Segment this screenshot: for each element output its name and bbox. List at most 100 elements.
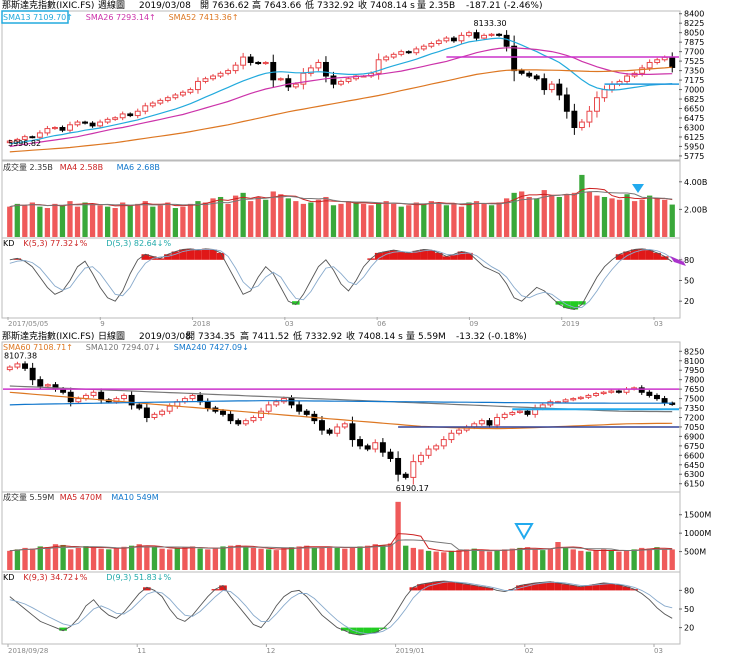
weekly-kd-legend-0: KD — [3, 239, 14, 248]
weekly-volume-bar — [609, 198, 615, 237]
daily-volume-ma-1 — [9, 539, 673, 552]
weekly-kd-overbought — [465, 252, 473, 260]
daily-price-candle — [334, 426, 341, 434]
daily-volume-bar — [235, 544, 241, 570]
weekly-date-5: 09 — [469, 320, 478, 328]
daily-volume-bar — [258, 548, 264, 570]
daily-kd-overbought — [592, 584, 600, 591]
weekly-volume-bar — [180, 206, 186, 237]
daily-kd-overbought — [417, 584, 425, 591]
weekly-sma52-line — [9, 66, 673, 153]
daily-volume-bar — [555, 542, 561, 570]
weekly-volume-bar — [564, 194, 570, 237]
daily-period: 日線圖 — [98, 330, 125, 342]
weekly-kd-oversold — [570, 301, 579, 310]
weekly-kd-overbought — [450, 254, 458, 260]
daily-price-ytick-label-12: 6450 — [684, 461, 704, 470]
daily-high: 7411.52 — [252, 332, 289, 342]
daily-price-candle — [379, 442, 386, 453]
daily-price-ytick-label-14: 6150 — [684, 480, 704, 489]
daily-volume-bar — [387, 543, 394, 570]
daily-volume-bar — [7, 550, 13, 570]
daily-date-0: 2018/09/28 — [8, 647, 48, 655]
weekly-kd-overbought — [156, 258, 165, 260]
daily-sma240-line — [9, 400, 673, 406]
weekly-volume-bar — [202, 202, 209, 237]
weekly-volume-bar — [549, 195, 555, 237]
weekly-kd-oversold — [578, 301, 586, 305]
daily-kd-overbought — [508, 589, 517, 591]
daily-ma-legend-1: SMA120 7294.07↓ — [86, 343, 161, 352]
daily-price-candle — [516, 410, 523, 413]
daily-volume-bar — [509, 548, 515, 570]
weekly-price-candle — [435, 40, 442, 45]
weekly-price-candle — [481, 34, 487, 39]
daily-open-label: 開 — [186, 331, 195, 342]
weekly-price-candle — [563, 94, 570, 112]
weekly-date-2: 2018 — [193, 320, 211, 328]
daily-volume-bar — [540, 550, 546, 570]
daily-price-ytick-label-3: 7800 — [684, 376, 704, 385]
weekly-price-candle — [44, 128, 51, 134]
weekly-price-candle — [89, 122, 96, 127]
weekly-volume-bar — [112, 208, 118, 237]
daily-kd-overbought — [615, 584, 623, 591]
weekly-ma-legend-0: SMA13 7109.70↑ — [3, 13, 73, 22]
daily-vol-legend-2: MA10 549M — [111, 493, 158, 502]
weekly-price-candle — [270, 61, 277, 81]
daily-price-candle — [615, 390, 622, 393]
daily-price-candle — [29, 367, 36, 381]
daily-price-candle — [440, 439, 447, 447]
weekly-kd-overbought — [382, 251, 390, 260]
daily-price-candle — [433, 445, 440, 450]
daily-price-candle — [197, 394, 204, 403]
daily-volume-bar — [136, 544, 142, 570]
daily-volume-bar — [357, 546, 363, 570]
daily-volume-bar — [273, 550, 279, 570]
daily-price-candle — [608, 390, 615, 393]
weekly-volume-bar — [232, 195, 239, 237]
daily-volume-bar — [68, 549, 74, 570]
weekly-kd-arrow-icon — [670, 256, 686, 266]
weekly-price-candle — [518, 70, 525, 74]
weekly-vol-legend-2: MA6 2.68B — [117, 163, 160, 172]
weekly-kd-overbought — [404, 252, 413, 260]
weekly-kd-frame — [1, 237, 681, 319]
daily-volume-bar — [372, 544, 378, 570]
weekly-volume-bar — [473, 201, 480, 237]
weekly-price-candle — [119, 113, 126, 119]
daily-volume-bar — [174, 547, 180, 570]
weekly-kd-d-line — [9, 248, 673, 308]
weekly-price-candle — [51, 126, 58, 130]
daily-kd-overbought — [447, 581, 456, 591]
weekly-volume-bar — [172, 208, 179, 237]
daily-volume-bar — [486, 551, 493, 570]
weekly-kd-overbought — [374, 252, 383, 260]
daily-price-candle — [402, 473, 409, 478]
daily-kd-k-line — [9, 580, 673, 636]
weekly-date-6: 2019 — [562, 320, 580, 328]
weekly-price-ytick-label-12: 6300 — [684, 123, 704, 132]
daily-price-candle — [113, 398, 120, 403]
daily-price-candle — [410, 461, 417, 478]
weekly-vol-legend-1: MA4 2.58B — [60, 163, 103, 172]
daily-price-ytick-label-7: 7200 — [684, 414, 704, 423]
weekly-kd-overbought — [653, 252, 661, 260]
weekly-date-1: 9 — [100, 320, 104, 328]
weekly-price-candle — [112, 117, 119, 120]
daily-date-1: 11 — [137, 647, 146, 655]
daily-date-2: 12 — [266, 647, 275, 655]
daily-price-candle — [326, 429, 333, 434]
weekly-open: 7636.62 — [212, 1, 249, 11]
weekly-volume-bar — [22, 205, 28, 237]
weekly-volume-bar — [29, 202, 35, 237]
weekly-price-candle — [149, 102, 156, 107]
daily-price-candle — [509, 411, 516, 415]
daily-price-candle — [151, 413, 158, 419]
weekly-price-candle — [97, 121, 104, 127]
weekly-price-candle — [255, 61, 262, 65]
weekly-volume-bar — [270, 191, 276, 237]
weekly-volume-bar — [97, 205, 103, 237]
weekly-volume-bar — [368, 205, 374, 237]
weekly-price-candle — [443, 37, 450, 42]
